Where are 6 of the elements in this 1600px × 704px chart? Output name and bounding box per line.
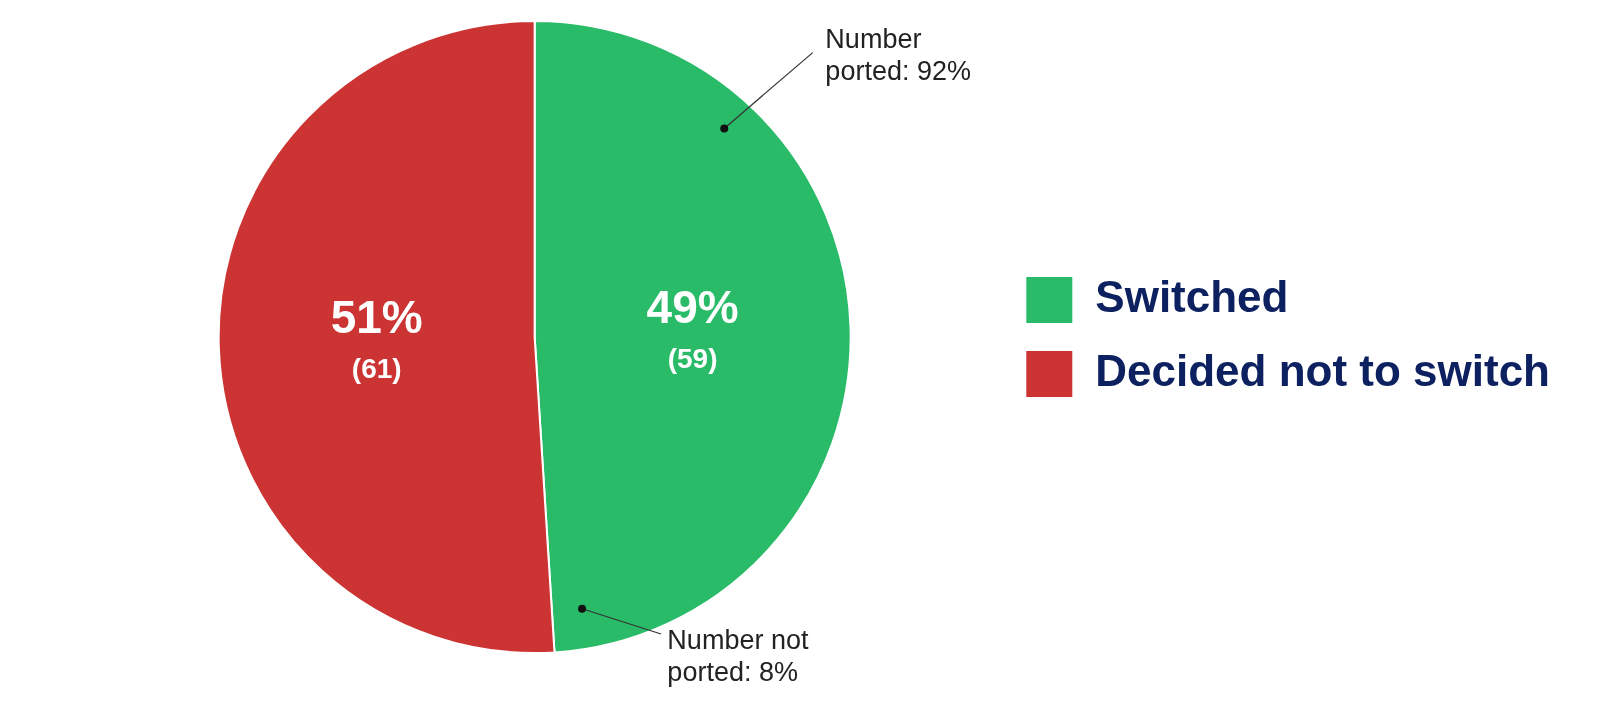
legend-label: Decided not to switch [1095, 346, 1551, 396]
data-label: 51% (61) [330, 290, 423, 384]
text: Number not ported: 8% [667, 624, 809, 687]
legend-label: Switched [1095, 272, 1289, 322]
data-label: 49% (59) [646, 280, 739, 374]
text: Number ported: 92% [825, 24, 971, 87]
